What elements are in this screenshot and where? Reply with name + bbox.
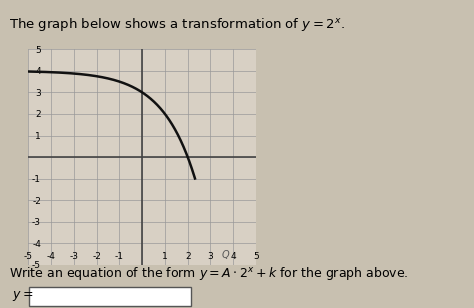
Text: The graph below shows a transformation of $y = 2^x$.: The graph below shows a transformation o… bbox=[9, 16, 346, 33]
Text: Q: Q bbox=[222, 250, 229, 260]
Text: $y=$: $y=$ bbox=[12, 289, 34, 303]
Text: Write an equation of the form $y = A \cdot 2^x + k$ for the graph above.: Write an equation of the form $y = A \cd… bbox=[9, 265, 409, 282]
FancyBboxPatch shape bbox=[29, 287, 191, 306]
